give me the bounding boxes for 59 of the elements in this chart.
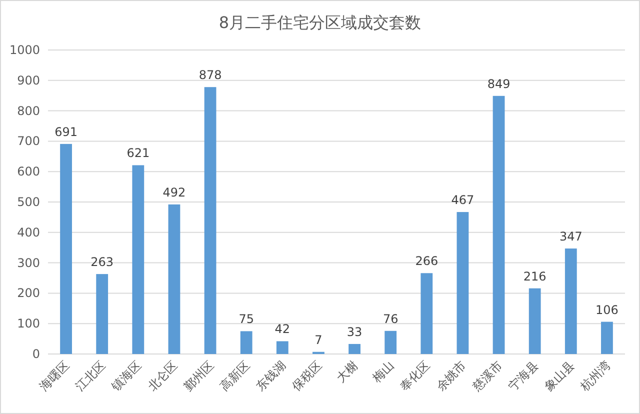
data-label: 266	[415, 254, 438, 268]
x-tick-label: 象山县	[542, 358, 578, 394]
x-tick-label: 海曙区	[36, 358, 72, 394]
bar	[204, 87, 216, 354]
y-tick-label: 300	[17, 256, 40, 270]
bar	[492, 96, 505, 354]
x-tick-label: 大榭	[334, 358, 361, 386]
x-tick-label: 宁海县	[506, 358, 541, 394]
bar	[168, 204, 180, 354]
x-tick-label: 奉化区	[397, 358, 433, 394]
bar	[384, 330, 397, 354]
x-tick-label: 鄞州区	[181, 358, 216, 394]
data-label: 75	[238, 312, 254, 326]
data-label: 878	[198, 68, 222, 82]
y-tick-label: 400	[17, 225, 40, 240]
x-tick-label: 高新区	[217, 358, 252, 394]
x-tick-label: 慈溪市	[468, 358, 505, 394]
bar	[420, 273, 433, 354]
y-tick-label: 200	[17, 286, 40, 300]
x-tick-label: 保税区	[289, 358, 325, 394]
y-tick-label: 600	[17, 164, 40, 179]
x-tick-label: 北仑区	[144, 358, 180, 394]
chart-title: 8月二手住宅分区域成交套数	[218, 13, 422, 32]
y-tick-label: 100	[17, 316, 40, 331]
data-label: 467	[451, 193, 474, 208]
x-tick-label: 杭州湾	[577, 358, 614, 394]
x-tick-label: 镇海区	[108, 358, 144, 394]
y-tick-label: 700	[17, 134, 40, 148]
y-tick-label: 900	[17, 73, 40, 88]
data-label: 42	[274, 322, 290, 336]
data-label: 691	[54, 124, 78, 139]
data-label: 492	[162, 185, 186, 200]
bar	[528, 288, 541, 354]
data-label: 849	[487, 76, 510, 91]
data-label: 7	[314, 332, 322, 347]
x-tick-label: 余姚市	[433, 358, 469, 394]
bar	[96, 274, 108, 354]
y-tick-label: 500	[17, 195, 40, 209]
y-tick-label: 0	[32, 347, 40, 361]
data-label: 216	[523, 269, 546, 284]
bar	[601, 322, 613, 354]
x-tick-label: 江北区	[72, 358, 108, 394]
bar	[276, 341, 288, 354]
data-label: 76	[382, 312, 398, 326]
data-label: 263	[90, 255, 114, 270]
y-tick-label: 800	[17, 104, 40, 118]
bar	[132, 165, 144, 354]
data-label: 106	[596, 302, 618, 317]
x-tick-label: 梅山	[369, 358, 397, 386]
bar	[564, 248, 577, 354]
bar	[456, 212, 469, 354]
x-tick-label: 东钱湖	[253, 358, 289, 394]
data-label: 347	[559, 230, 582, 244]
bar	[60, 144, 72, 354]
bar	[348, 344, 360, 354]
data-label: 33	[346, 324, 362, 339]
data-label: 621	[126, 146, 150, 160]
bar	[240, 331, 252, 354]
y-tick-label: 1000	[9, 43, 40, 57]
